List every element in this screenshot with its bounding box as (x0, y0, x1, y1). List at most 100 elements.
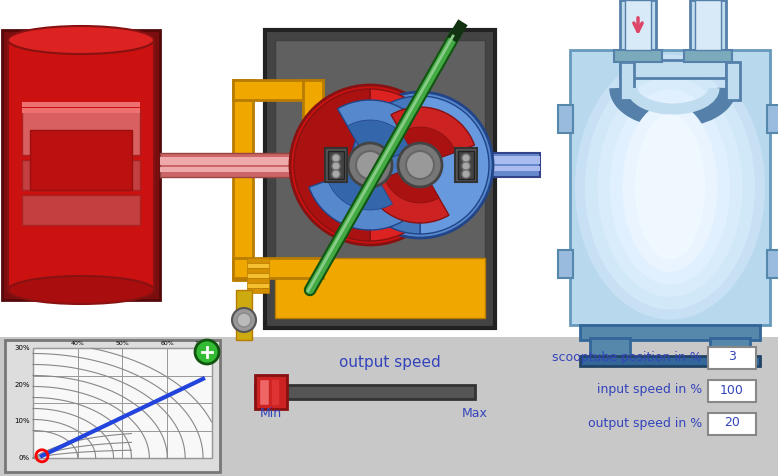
Ellipse shape (598, 77, 742, 297)
Bar (614, 50, 662, 62)
Bar (255, 375, 287, 409)
Bar (160, 157, 370, 165)
Wedge shape (401, 127, 456, 165)
Bar (710, 338, 750, 358)
Bar (708, 413, 756, 435)
Bar (458, 151, 474, 179)
Bar (275, 40, 485, 318)
Bar (22, 108, 140, 113)
Bar (22, 160, 140, 190)
Ellipse shape (610, 89, 730, 285)
Circle shape (290, 85, 450, 245)
Circle shape (348, 143, 392, 187)
Circle shape (356, 151, 384, 179)
Bar (247, 263, 269, 268)
Bar (233, 258, 323, 278)
Bar (160, 158, 255, 165)
Bar (690, 0, 726, 52)
Bar (625, 0, 651, 50)
Bar (8, 40, 154, 290)
Circle shape (232, 308, 256, 332)
Circle shape (332, 162, 340, 170)
Bar (620, 60, 726, 78)
Text: scooptube position in %: scooptube position in % (552, 350, 702, 364)
Text: 20: 20 (724, 416, 740, 429)
Text: 3: 3 (728, 350, 736, 364)
Bar (0, 0, 778, 340)
Bar (767, 250, 778, 278)
Wedge shape (420, 96, 489, 234)
Circle shape (332, 154, 340, 162)
Bar (247, 273, 269, 278)
Text: 60%: 60% (160, 341, 174, 346)
Wedge shape (370, 89, 446, 241)
Bar (2, 30, 160, 300)
Bar (160, 153, 370, 177)
Bar (303, 80, 323, 155)
Circle shape (462, 154, 470, 162)
Bar (259, 379, 269, 405)
Bar (233, 80, 253, 280)
Text: 10%: 10% (14, 418, 30, 424)
Wedge shape (366, 165, 449, 223)
Bar (22, 102, 140, 107)
Bar (236, 290, 252, 340)
Wedge shape (351, 96, 420, 234)
Text: Min: Min (260, 407, 282, 420)
Bar (233, 80, 323, 100)
Circle shape (347, 92, 493, 238)
Bar (22, 110, 140, 155)
Bar (570, 50, 770, 325)
Bar (580, 325, 760, 340)
Bar (160, 167, 370, 172)
Bar (247, 283, 269, 288)
Text: Max: Max (462, 407, 488, 420)
Circle shape (406, 151, 434, 179)
Text: 30%: 30% (14, 345, 30, 351)
Bar (247, 278, 269, 283)
Bar (33, 348, 212, 458)
Wedge shape (328, 165, 392, 210)
Bar (684, 50, 732, 62)
Ellipse shape (8, 26, 154, 54)
Circle shape (462, 162, 470, 170)
Wedge shape (294, 89, 370, 241)
Bar (420, 153, 540, 177)
Bar (420, 166, 540, 171)
Circle shape (332, 170, 340, 178)
Wedge shape (309, 165, 402, 230)
Wedge shape (384, 165, 439, 203)
Ellipse shape (8, 276, 154, 304)
Bar (255, 385, 475, 399)
Bar (247, 268, 269, 273)
Bar (160, 167, 255, 172)
Ellipse shape (635, 115, 705, 259)
Bar (558, 105, 573, 133)
Bar (420, 156, 540, 164)
Text: 100: 100 (720, 384, 744, 397)
Wedge shape (338, 100, 431, 165)
Text: output speed in %: output speed in % (587, 416, 702, 429)
Bar (0, 337, 778, 476)
Circle shape (398, 143, 442, 187)
Wedge shape (348, 120, 412, 165)
Circle shape (462, 170, 470, 178)
Text: 0%: 0% (19, 455, 30, 461)
Bar (580, 356, 760, 366)
Bar (726, 62, 740, 100)
Ellipse shape (585, 65, 755, 309)
Text: 100%: 100% (194, 341, 212, 346)
Bar (558, 250, 573, 278)
Circle shape (237, 313, 251, 327)
Bar (5, 340, 220, 472)
Bar (328, 151, 344, 179)
Bar (247, 288, 269, 293)
Ellipse shape (575, 54, 765, 319)
Text: 40%: 40% (71, 341, 85, 346)
Bar (620, 0, 656, 52)
Bar (455, 148, 477, 182)
Bar (708, 380, 756, 402)
Text: 20%: 20% (15, 382, 30, 387)
Bar (620, 62, 634, 100)
Bar (160, 155, 255, 177)
